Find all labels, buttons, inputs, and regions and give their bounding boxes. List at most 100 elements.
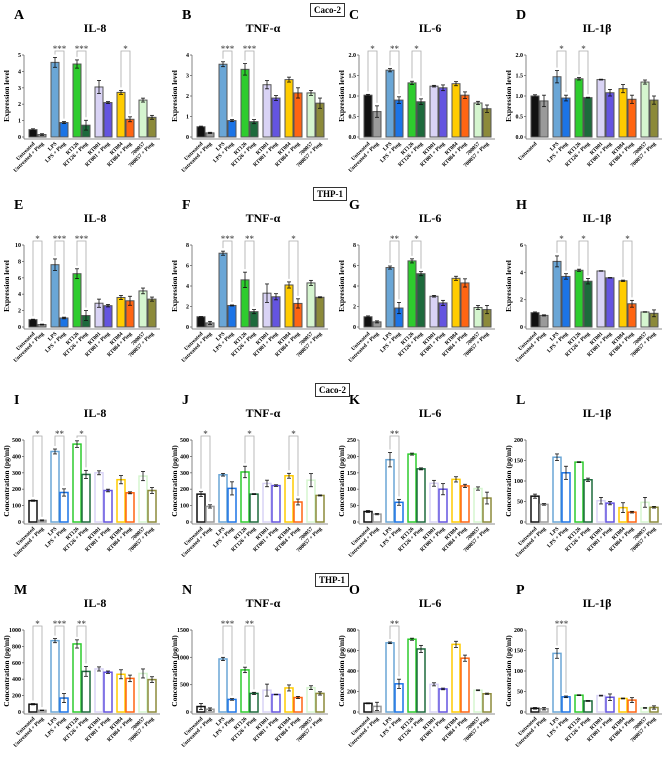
bar-lps-ping (227, 304, 237, 328)
bar-lps (552, 652, 562, 713)
chart-j: J TNF-α Concentration (pg/ml) 0 100 200 300 400… (170, 393, 328, 559)
bar-rt126 (574, 694, 584, 713)
bar-700057 (473, 487, 483, 523)
significance-bracket (389, 625, 400, 677)
bar-rt001 (596, 694, 606, 713)
significance-bracket (288, 240, 299, 296)
panel-k: K IL-6 Concentration (pg/ml) 0 50 100 150 200 25… (335, 390, 500, 575)
significance-stars: *** (75, 234, 89, 244)
significance-bracket (389, 435, 400, 497)
x-tick-label: LPS (382, 526, 393, 537)
section-label-thp1-bottom: THP-1 (315, 573, 349, 587)
panel-letter: A (14, 8, 25, 23)
significance-stars: * (291, 234, 296, 244)
significance-stars: *** (221, 44, 235, 54)
x-tick-label: Untreated (517, 141, 538, 162)
y-tick-label: 0.0 (349, 135, 357, 141)
y-tick-label: 500 (180, 683, 189, 689)
chart-title: IL-8 (84, 211, 107, 225)
bar-rt126-ping (81, 473, 91, 523)
y-axis-label: Expression level (2, 260, 11, 312)
panel-m: M IL-8 Concentration (pg/ml) 0 200 400 600 800 1… (0, 580, 165, 759)
chart-title: IL-8 (84, 21, 107, 35)
panel-n: N TNF-α Concentration (pg/ml) 0 500 1000 1500 U… (168, 580, 333, 759)
y-tick-label: 200 (514, 438, 523, 444)
significance-bracket (556, 50, 567, 93)
y-tick-label: 500 (12, 438, 21, 444)
y-tick-label: 8 (353, 243, 356, 249)
bar-lps-ping (561, 97, 571, 138)
bar-lps-ping (227, 698, 237, 713)
y-tick-label: 0.5 (349, 115, 357, 121)
panel-f: F TNF-α Expression level 0 2 4 6 8 Untreated Untr… (168, 195, 333, 380)
significance-stars: * (581, 44, 586, 54)
significance-bracket (389, 50, 400, 94)
bar-untreated (530, 495, 540, 523)
bar-700057-ping (649, 99, 659, 138)
y-tick-label: 2 (520, 298, 523, 304)
y-tick-label: 1.5 (349, 74, 357, 80)
y-tick-label: 4 (186, 284, 189, 290)
y-axis-label: Expression level (337, 260, 346, 312)
bar-rt001-ping (103, 305, 113, 328)
significance-bracket (76, 240, 87, 308)
y-tick-label: 5 (18, 53, 21, 59)
bar-rt084 (284, 284, 294, 328)
bar-rt126 (407, 453, 417, 523)
bar-lps (50, 639, 60, 713)
bar-rt001 (429, 482, 439, 523)
bar-rt126 (72, 273, 82, 328)
bar-rt001 (596, 270, 606, 328)
significance-bracket (222, 240, 233, 302)
significance-bracket (411, 50, 422, 96)
y-axis-label: Expression level (170, 260, 179, 312)
bar-untreated-ping (539, 503, 549, 523)
y-tick-label: 400 (12, 677, 21, 683)
bar-rt001-ping (271, 693, 281, 713)
significance-stars: * (414, 44, 419, 54)
bar-rt126 (72, 63, 82, 138)
y-axis-label: Expression level (2, 70, 11, 122)
y-tick-label: 800 (347, 628, 356, 634)
bar-700057 (640, 311, 650, 328)
y-tick-label: 400 (347, 669, 356, 675)
significance-bracket (222, 625, 233, 696)
y-tick-label: 1500 (177, 628, 189, 634)
significance-bracket (54, 625, 65, 691)
bar-700057-ping (315, 296, 325, 328)
significance-bracket (244, 240, 255, 307)
y-tick-label: 6 (353, 264, 356, 270)
bar-rt084-ping (293, 696, 303, 713)
y-tick-label: 200 (180, 487, 189, 493)
y-tick-label: 400 (180, 454, 189, 460)
bar-700057 (473, 307, 483, 328)
significance-stars: * (581, 234, 586, 244)
bar-rt084 (116, 296, 126, 328)
y-axis-label: Concentration (pg/ml) (504, 445, 513, 517)
y-tick-label: 2 (186, 305, 189, 311)
panel-d: D IL-1β Expression level 0.0 0.5 1.0 1.5 2.0 Unt… (502, 5, 667, 190)
y-axis-label: Concentration (pg/ml) (2, 445, 11, 517)
bar-700057 (306, 686, 316, 713)
chart-title: IL-1β (583, 596, 612, 610)
panel-letter: G (349, 198, 360, 213)
y-tick-label: 1 (18, 119, 21, 125)
bar-untreated-ping (205, 505, 215, 523)
chart-title: TNF-α (246, 406, 281, 420)
y-tick-label: 300 (180, 471, 189, 477)
bar-rt001 (262, 84, 272, 138)
bar-700057 (473, 689, 483, 713)
bar-700057 (306, 282, 316, 328)
x-tick-label: LPS (47, 331, 58, 342)
bar-700057-ping (482, 693, 492, 713)
bar-rt126 (240, 68, 250, 138)
chart-title: IL-6 (419, 406, 442, 420)
significance-bracket (54, 50, 65, 119)
bar-rt084 (116, 478, 126, 523)
y-tick-label: 0 (186, 710, 189, 716)
y-tick-label: 200 (514, 628, 523, 634)
panel-letter: I (14, 393, 19, 408)
panel-letter: L (516, 393, 525, 408)
